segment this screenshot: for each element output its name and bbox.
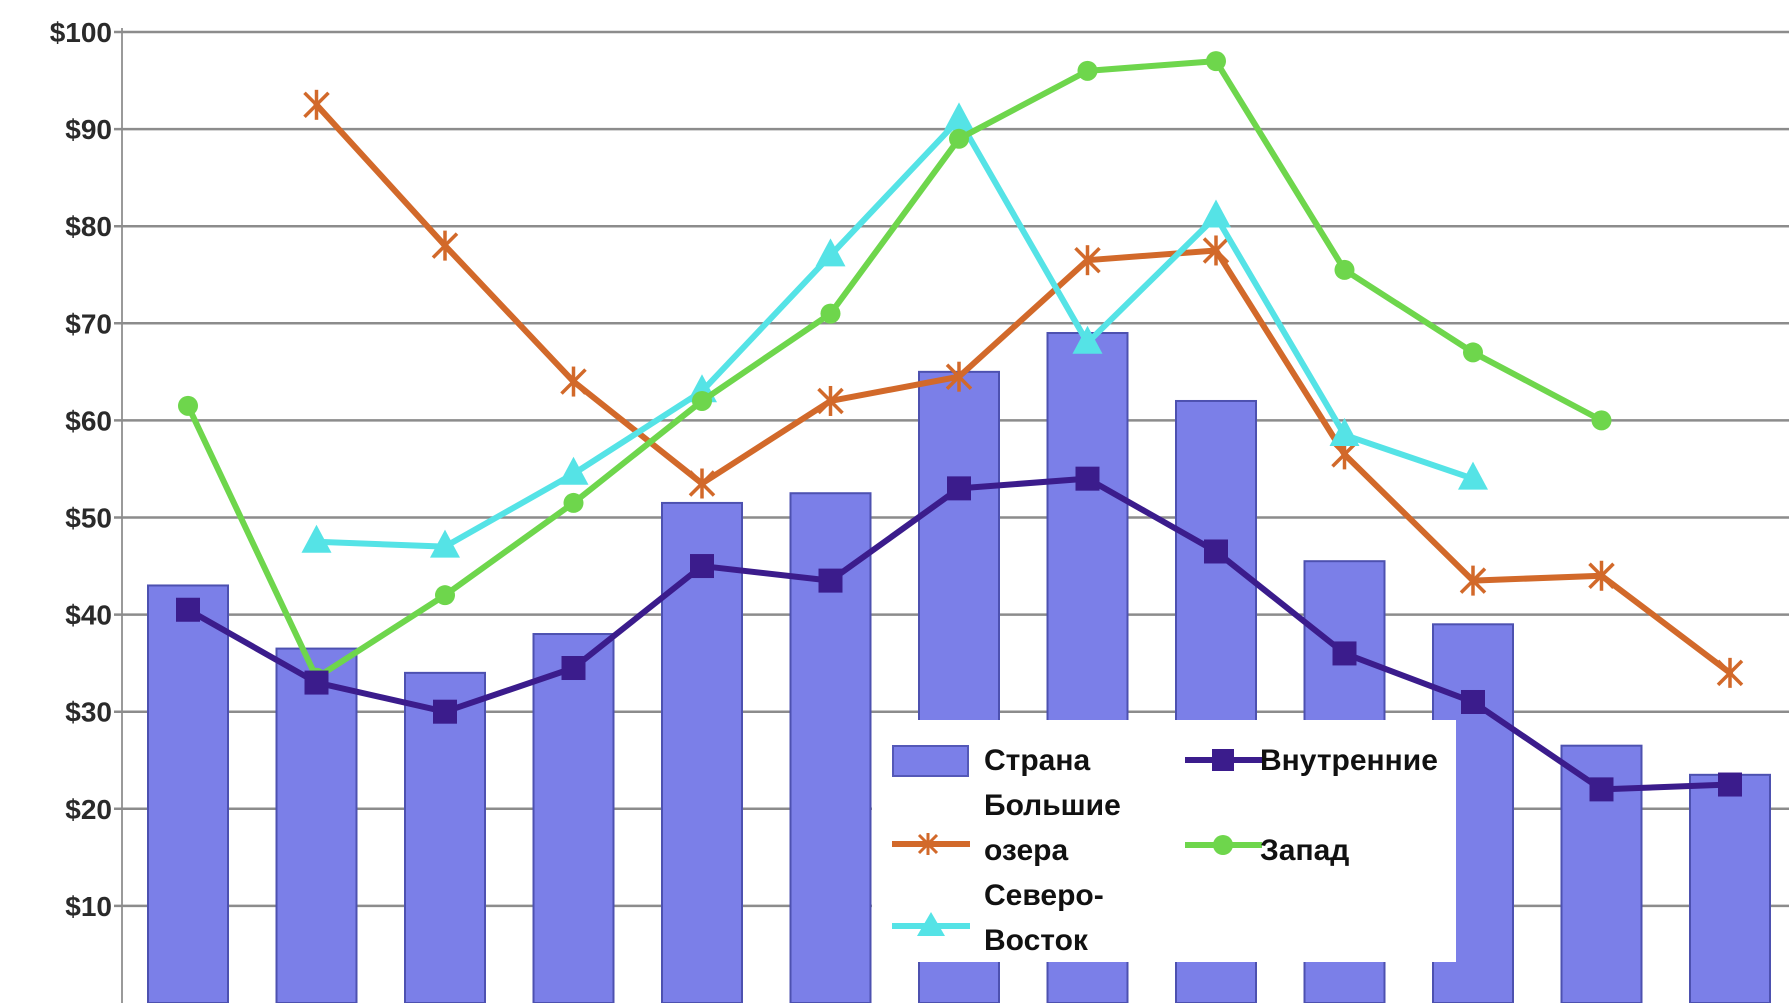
data-point [1459, 565, 1487, 596]
legend-label-domestic: Внутренние [1260, 744, 1438, 777]
data-point [1588, 560, 1615, 591]
y-tick-label: $60 [65, 405, 112, 436]
series-line [313, 101, 1733, 676]
legend-marker-domestic [1212, 749, 1234, 771]
legend-swatch-country [892, 745, 969, 777]
data-point [176, 597, 200, 622]
data-point [430, 529, 460, 558]
data-point [945, 361, 973, 392]
data-point [944, 102, 974, 131]
series-circle [178, 51, 1612, 688]
y-tick-label: $50 [65, 503, 112, 534]
data-point [1077, 60, 1098, 81]
data-point [431, 230, 459, 261]
legend-label-northeast-1: Северо- [984, 879, 1104, 912]
data-point [435, 585, 455, 606]
legend-marker-great-lakes [917, 833, 939, 855]
data-point [301, 524, 332, 553]
data-point [178, 395, 198, 416]
legend-marker-west [1213, 835, 1233, 855]
data-point [1204, 539, 1228, 564]
data-point [815, 238, 846, 267]
data-point [817, 385, 844, 416]
data-point [818, 568, 843, 593]
data-point [1461, 689, 1485, 714]
legend-label-country: Страна [984, 744, 1090, 777]
data-point [1201, 199, 1231, 228]
bar [147, 584, 229, 1004]
data-point [1463, 342, 1483, 363]
data-point [1334, 259, 1355, 280]
data-point [558, 456, 589, 485]
y-tick-label: $30 [65, 697, 112, 728]
data-point [433, 699, 457, 724]
data-point [1591, 410, 1612, 431]
series-star [303, 89, 1744, 688]
data-point [1074, 245, 1101, 276]
data-point [561, 656, 586, 681]
y-tick-label: $70 [65, 308, 112, 339]
bar [1689, 773, 1771, 1004]
data-point [949, 128, 969, 149]
y-tick-label: $90 [65, 114, 112, 145]
data-point [304, 670, 329, 695]
data-point [688, 468, 716, 499]
y-tick-label: $40 [65, 600, 112, 631]
data-point [690, 554, 714, 579]
legend-label-northeast-2: Восток [984, 924, 1089, 957]
data-point [1589, 777, 1614, 802]
data-point [1329, 417, 1360, 446]
legend-marker-northeast [917, 912, 945, 936]
series-triangle [301, 102, 1488, 558]
data-point [563, 492, 584, 513]
y-tick-label: $100 [50, 17, 112, 48]
data-point [1458, 461, 1488, 490]
data-point [1202, 235, 1230, 266]
data-point [303, 89, 330, 120]
line-series [176, 51, 1744, 802]
series-line [185, 58, 1605, 681]
data-point [1075, 466, 1100, 491]
bar [275, 647, 358, 1005]
data-point [692, 390, 712, 411]
series-line [313, 116, 1476, 550]
y-tick-label: $20 [65, 794, 112, 825]
y-axis-ticks: $10 $20 $30 $40 $50 $60 $70 $80 $90 $100 [50, 17, 112, 922]
bar [532, 633, 615, 1005]
data-point [947, 476, 971, 501]
data-point [1332, 641, 1357, 666]
data-point [560, 366, 587, 397]
y-tick-label: $80 [65, 211, 112, 242]
legend-label-west: Запад [1260, 834, 1349, 867]
bar [404, 671, 486, 1004]
data-point [1206, 51, 1226, 72]
data-point [1718, 772, 1742, 797]
series-square [176, 466, 1742, 802]
y-tick-label: $10 [65, 891, 112, 922]
legend-label-great-lakes-2: озера [984, 834, 1068, 867]
legend-label-great-lakes-1: Большие [984, 789, 1121, 822]
data-point [820, 303, 841, 324]
data-point [1716, 657, 1744, 688]
data-point [1072, 325, 1103, 354]
legend: Страна Большие озера Северо- Восток Внут… [872, 720, 1456, 962]
